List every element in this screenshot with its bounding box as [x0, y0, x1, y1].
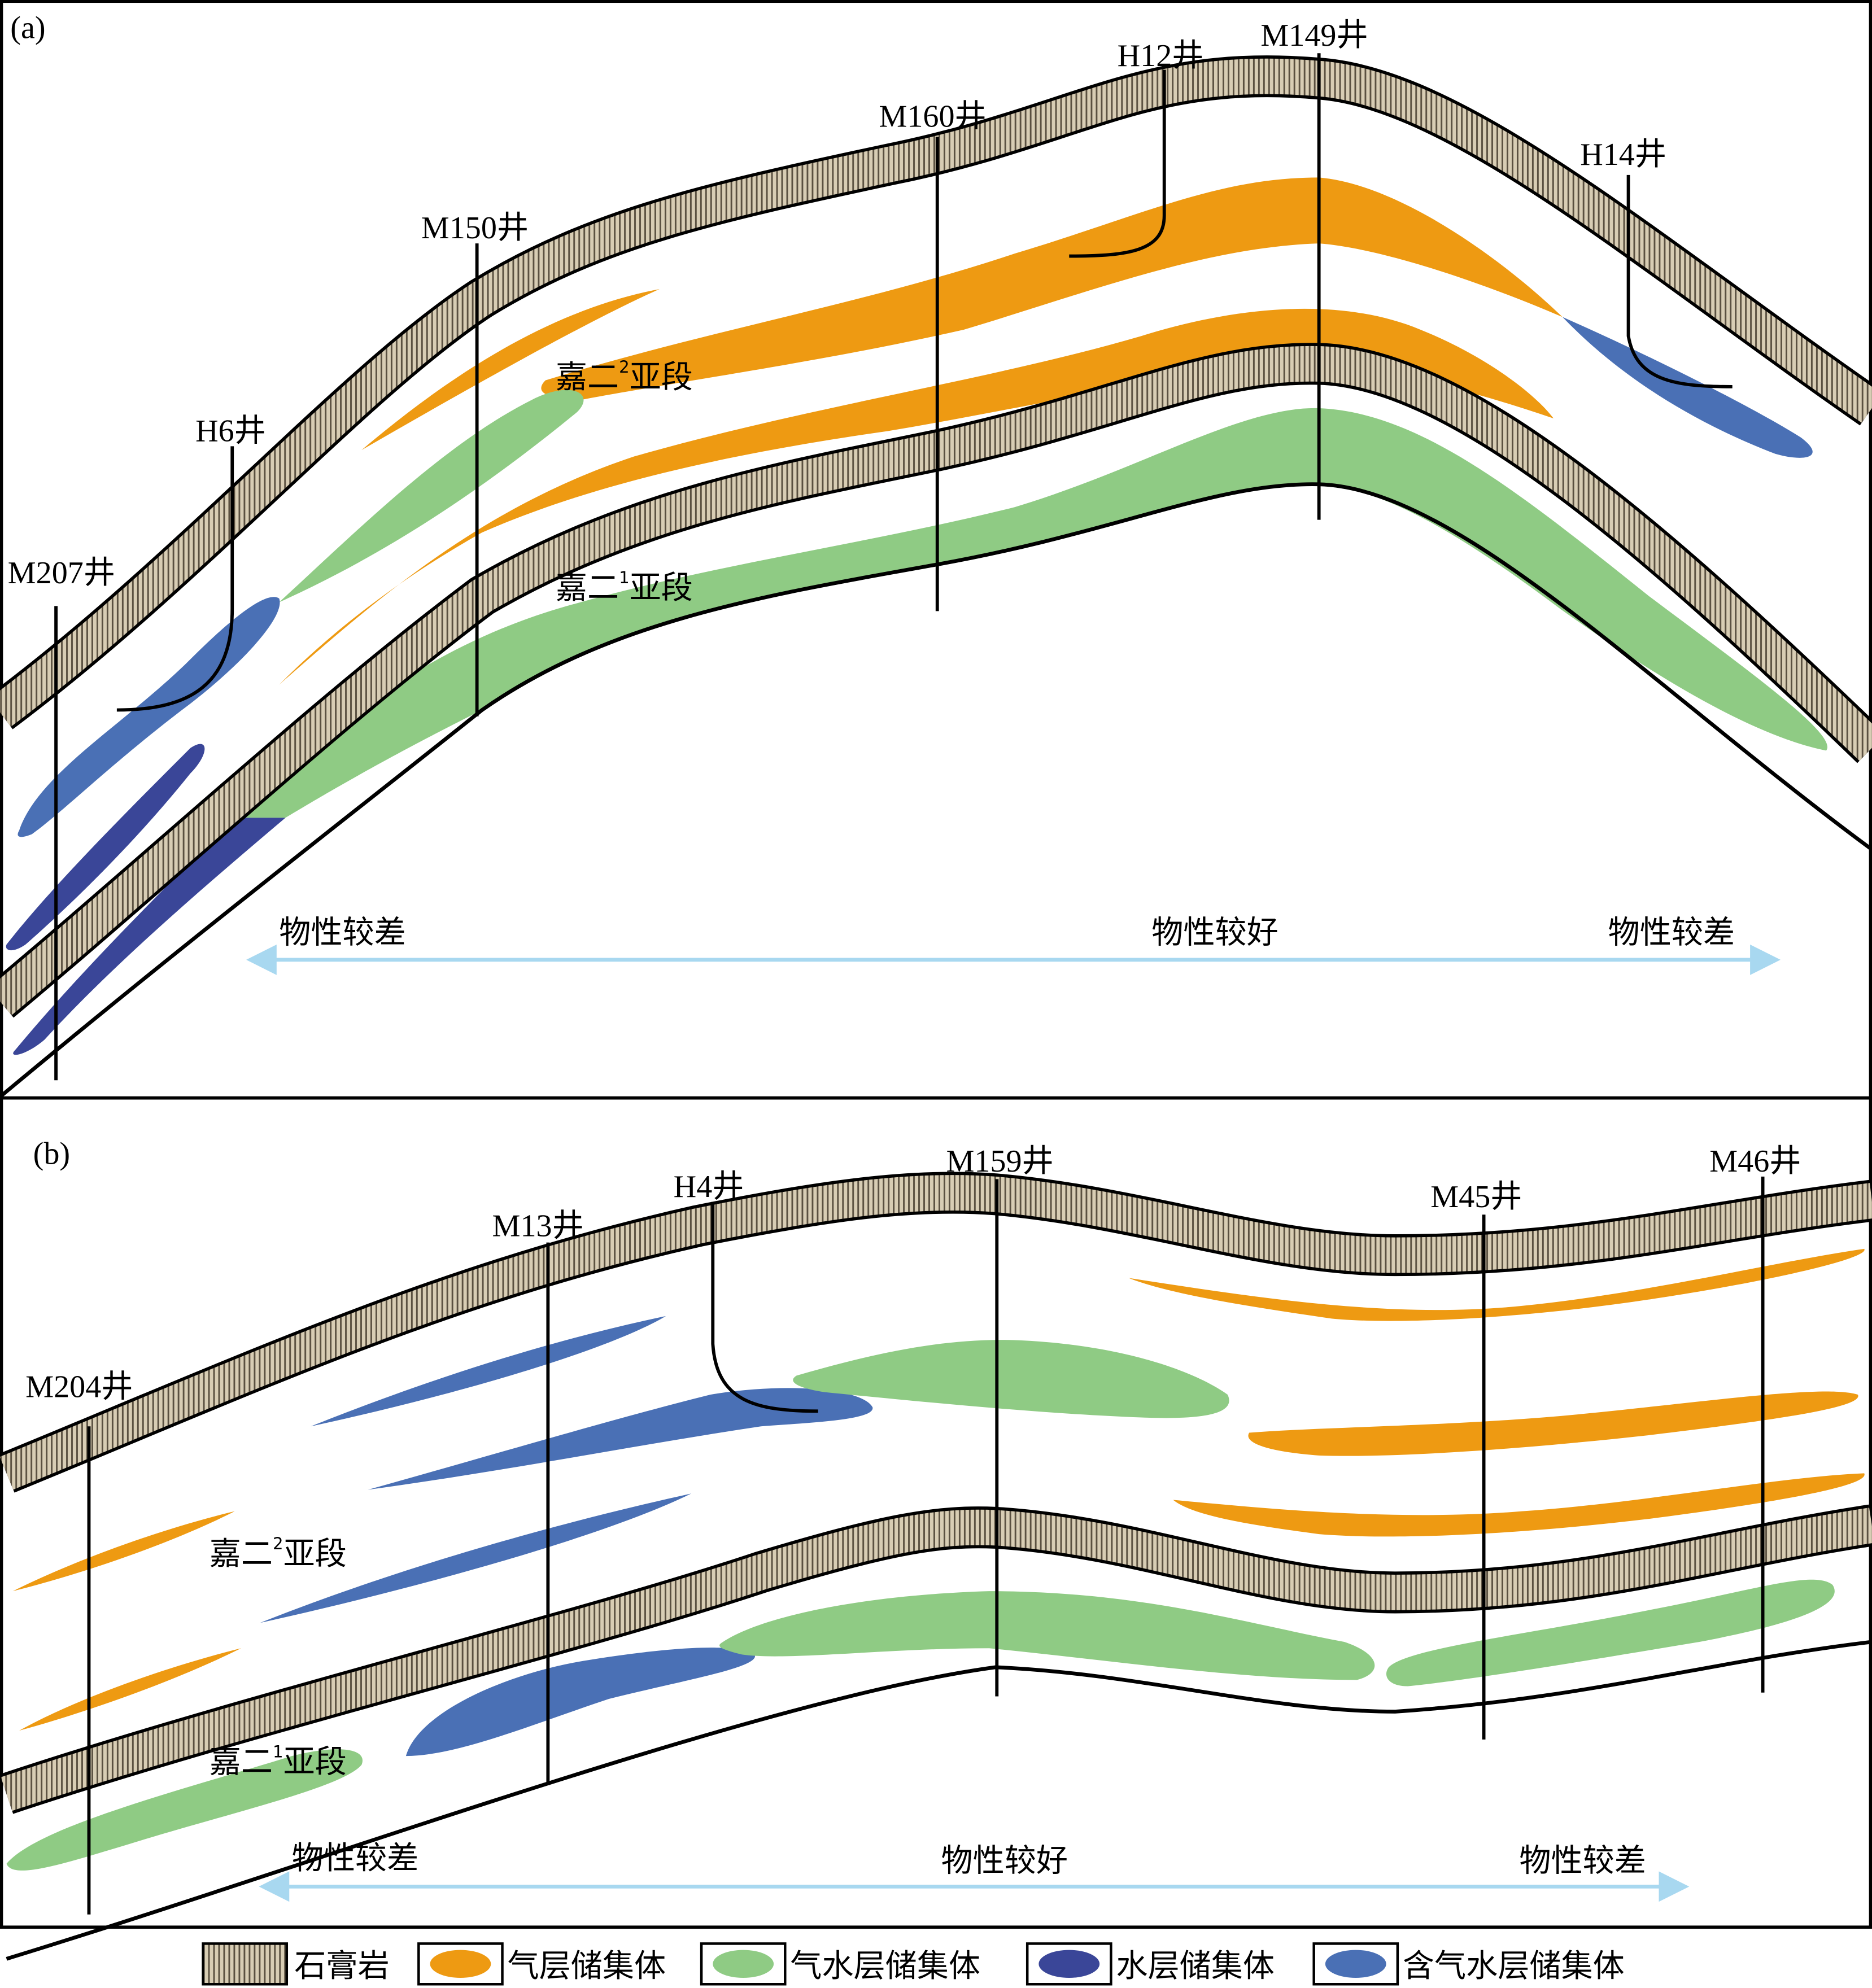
gas-legend-swatch: [430, 1950, 491, 1978]
gas-body: [1248, 1391, 1858, 1456]
gas-bearing-water-body: [1562, 317, 1813, 458]
legend-label: 气水层储集体: [790, 1948, 980, 1985]
gypsum-layer: [0, 1174, 1872, 1490]
trend-label: 物性较差: [292, 1840, 419, 1877]
well-label: M150井: [421, 211, 529, 246]
well-label: H6井: [195, 413, 266, 448]
gas-bearing-water-body: [405, 1648, 756, 1757]
well-line: [711, 1201, 818, 1413]
well-label: M149井: [1260, 18, 1368, 53]
well-line: [116, 446, 234, 712]
well-label: H14井: [1580, 137, 1666, 172]
well-label: M46井: [1709, 1144, 1801, 1179]
water-body: [13, 818, 286, 1055]
trend-label: 物性较差: [1608, 915, 1735, 951]
well-line: [1069, 69, 1166, 258]
zone-label-lower: 嘉二1亚段: [210, 1742, 347, 1780]
gas-water-body: [1386, 1579, 1835, 1686]
legend-label: 气层储集体: [508, 1948, 666, 1985]
base-boundary: [6, 1640, 1872, 1961]
legend-label: 石膏岩: [294, 1948, 389, 1985]
legend-label: 水层储集体: [1116, 1948, 1275, 1985]
panel-b-frame: [0, 1096, 1872, 1929]
trend-label: 物性较差: [1519, 1842, 1646, 1879]
zone-label-lower: 嘉二1亚段: [556, 568, 693, 606]
gas-bearing-water-body: [260, 1493, 692, 1623]
well-label: M45井: [1430, 1179, 1522, 1214]
gas-body: [541, 177, 1563, 400]
gas-body: [12, 1511, 235, 1592]
legend-label: 含气水层储集体: [1403, 1948, 1625, 1985]
well-label: M160井: [879, 99, 986, 134]
well-label: M207井: [8, 556, 115, 591]
zone-label-upper: 嘉二2亚段: [210, 1534, 347, 1572]
gas-water-body: [279, 390, 584, 602]
gas-body: [19, 1648, 241, 1731]
panel-b-label: (b): [33, 1136, 70, 1171]
gas-water-body: [234, 408, 1828, 818]
gas-water-body: [719, 1591, 1375, 1680]
well-label: H12井: [1118, 38, 1204, 73]
gypsum-layer: [0, 58, 1872, 727]
water-legend-swatch: [1038, 1950, 1100, 1978]
panel-a: (a) M207井 H6井 M150井 M160井 H12井 M149井 H14…: [0, 0, 1872, 1100]
gas-bearing-water-body: [18, 597, 280, 837]
gas-body: [1128, 1248, 1865, 1321]
gas-water-body: [793, 1340, 1229, 1418]
well-label: M204井: [25, 1370, 133, 1405]
gas-water-legend-swatch: [713, 1950, 774, 1978]
gypsum-legend-swatch: [202, 1942, 289, 1986]
well-label: M13井: [492, 1208, 584, 1243]
legend: 石膏岩 气层储集体 气水层储集体 水层储集体 含气水层储集体: [202, 1942, 1625, 1986]
trend-label: 物性较好: [1151, 915, 1278, 951]
well-label: M159井: [946, 1144, 1053, 1179]
gas-bearing-water-body: [311, 1316, 666, 1427]
gas-bearing-water-legend-swatch: [1325, 1950, 1386, 1978]
gas-water-body: [6, 1749, 363, 1871]
zone-label-upper: 嘉二2亚段: [556, 357, 693, 396]
well-label: H4井: [674, 1169, 744, 1204]
gas-body: [1173, 1473, 1865, 1537]
panel-a-label: (a): [10, 10, 45, 45]
trend-label: 物性较好: [941, 1842, 1068, 1879]
gas-body: [279, 308, 1554, 685]
well-line: [1626, 174, 1733, 388]
trend-label: 物性较差: [279, 915, 406, 951]
gas-bearing-water-body: [368, 1388, 873, 1490]
panel-b: (b) M204井 M13井 H4井 M159井 M45井 M46井 嘉二2亚段…: [0, 1096, 1872, 1961]
